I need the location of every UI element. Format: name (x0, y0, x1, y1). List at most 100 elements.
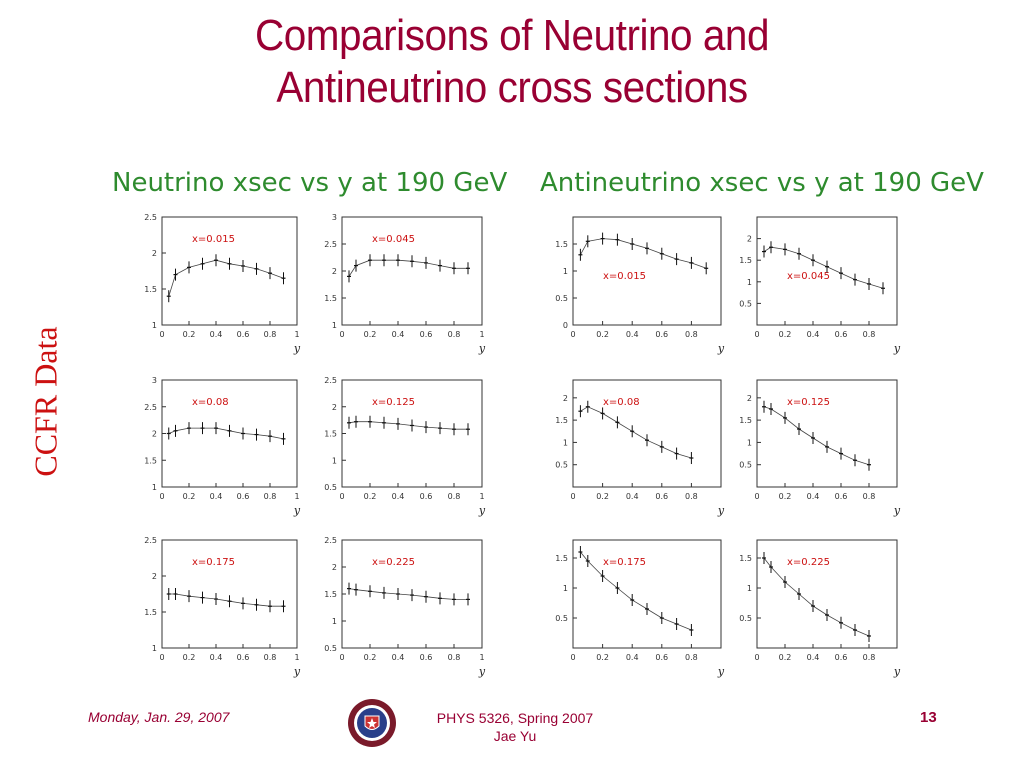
plot-6-ytick-label: 1.5 (324, 590, 337, 599)
plot-1-xtick-label: 0.8 (264, 330, 277, 339)
plot-8-ytick-label: 1 (747, 278, 752, 287)
plot-4-ytick-label: 1.5 (324, 430, 337, 439)
plot-9-ytick-label: 2 (563, 394, 568, 403)
plot-10-xtick-label: 0.8 (863, 492, 876, 501)
plot-9-xtick-label: 0.6 (655, 492, 668, 501)
plot-11-xtick-label: 0.4 (626, 653, 639, 662)
plot-6-ytick-label: 0.5 (324, 644, 337, 653)
plot-1-ytick-label: 2 (152, 249, 157, 258)
footer-date: Monday, Jan. 29, 2007 (88, 709, 230, 725)
plot-9-ytick-label: 0.5 (555, 461, 568, 470)
plot-1-ytick-label: 1 (152, 321, 157, 330)
plot-12-ytick-label: 1.5 (739, 554, 752, 563)
plot-9-xtick-label: 0.4 (626, 492, 639, 501)
plot-9-ytick-label: 1.5 (555, 416, 568, 425)
plot-8-ytick-label: 1.5 (739, 256, 752, 265)
plot-10-xtick-label: 0 (754, 492, 759, 501)
plot-8-xtick-label: 0.4 (807, 330, 820, 339)
plot-6-ytick-label: 2.5 (324, 536, 337, 545)
plot-9-fit-curve (580, 406, 692, 459)
plot-2-xtick-label: 0.2 (364, 330, 377, 339)
plot-10-frame (756, 379, 898, 488)
plot-8-bin-label: x=0.045 (787, 271, 830, 282)
plot-3-xtick-label: 0 (159, 492, 164, 501)
plot-11-frame (572, 539, 722, 649)
plot-6-ytick-label: 2 (332, 563, 337, 572)
plot-1-ytick-label: 1.5 (144, 285, 157, 294)
plot-5-xtick-label: 0.8 (264, 653, 277, 662)
plot-12-frame (756, 539, 898, 649)
university-seal-icon (348, 699, 396, 747)
plot-7-xtick-label: 0 (570, 330, 575, 339)
plot-7-xtick-label: 0.8 (685, 330, 698, 339)
plot-2-ytick-label: 2.5 (324, 240, 337, 249)
title-line-2: Antineutrino cross sections (276, 63, 748, 112)
plot-4-xtick-label: 1 (479, 492, 484, 501)
plot-9-xlabel: y (717, 504, 725, 517)
plot-5-ytick-label: 2 (152, 572, 157, 581)
plot-10-ytick-label: 1.5 (739, 416, 752, 425)
plot-5-fit-curve (168, 593, 284, 607)
footer-course-block: PHYS 5326, Spring 2007 Jae Yu (420, 709, 610, 745)
plot-2-bin-label: x=0.045 (372, 234, 415, 245)
plot-3-bin-label: x=0.08 (192, 397, 229, 408)
plot-8-xtick-label: 0.6 (835, 330, 848, 339)
plot-6-xtick-label: 0.2 (364, 653, 377, 662)
plot-7-ytick-label: 0 (563, 321, 568, 330)
plot-11-ytick-label: 1.5 (555, 554, 568, 563)
plot-8-xlabel: y (893, 342, 901, 355)
plot-12-xtick-label: 0.2 (779, 653, 792, 662)
plot-10-ytick-label: 0.5 (739, 461, 752, 470)
plot-8-ytick-label: 2 (747, 235, 752, 244)
plot-3-xtick-label: 1 (294, 492, 299, 501)
plot-3-xtick-label: 0.8 (264, 492, 277, 501)
plot-10-xlabel: y (893, 504, 901, 517)
plot-2-ytick-label: 2 (332, 267, 337, 276)
title-line-1: Comparisons of Neutrino and (254, 11, 770, 60)
plot-4-xtick-label: 0.4 (392, 492, 405, 501)
plot-4-xtick-label: 0 (339, 492, 344, 501)
plot-5-xtick-label: 0.2 (183, 653, 196, 662)
plot-3-ytick-label: 1 (152, 483, 157, 492)
plot-2-xtick-label: 0.4 (392, 330, 405, 339)
plot-2-xtick-label: 1 (479, 330, 484, 339)
plot-6-xlabel: y (478, 665, 486, 678)
plot-12-ytick-label: 0.5 (739, 614, 752, 623)
plot-4-xtick-label: 0.8 (448, 492, 461, 501)
plot-11-ytick-label: 0.5 (555, 614, 568, 623)
plot-8-ytick-label: 0.5 (739, 299, 752, 308)
plot-6-fit-curve (348, 588, 468, 600)
plot-2-xtick-label: 0 (339, 330, 344, 339)
plot-7-xlabel: y (717, 342, 725, 355)
plot-3-xtick-label: 0.4 (210, 492, 223, 501)
plot-2-ytick-label: 1 (332, 321, 337, 330)
plot-12-xtick-label: 0.8 (863, 653, 876, 662)
plot-3-xtick-label: 0.2 (183, 492, 196, 501)
plot-5-ytick-label: 2.5 (144, 536, 157, 545)
plot-2-ytick-label: 3 (332, 213, 337, 222)
plot-3-ytick-label: 2.5 (144, 403, 157, 412)
plot-11-xtick-label: 0.6 (655, 653, 668, 662)
plot-7-xtick-label: 0.2 (596, 330, 609, 339)
plot-1-xtick-label: 1 (294, 330, 299, 339)
plot-4-fit-curve (348, 421, 468, 430)
plot-5-xlabel: y (293, 665, 301, 678)
plot-4-xtick-label: 0.2 (364, 492, 377, 501)
plot-12-fit-curve (763, 557, 870, 637)
plot-11-bin-label: x=0.175 (603, 557, 646, 568)
plot-7-fit-curve (580, 238, 707, 269)
plot-9-ytick-label: 1 (563, 438, 568, 447)
plot-2-xtick-label: 0.6 (420, 330, 433, 339)
plot-1-fit-curve (168, 259, 284, 297)
plot-12-ytick-label: 1 (747, 584, 752, 593)
plot-8-xtick-label: 0 (754, 330, 759, 339)
plot-5-bin-label: x=0.175 (192, 557, 235, 568)
plot-5-xtick-label: 0 (159, 653, 164, 662)
plot-11-xtick-label: 0 (570, 653, 575, 662)
plot-6-bin-label: x=0.225 (372, 557, 415, 568)
slide-title: Comparisons of Neutrino and Antineutrino… (0, 10, 1024, 114)
plot-10-ytick-label: 1 (747, 438, 752, 447)
plot-1-ytick-label: 2.5 (144, 213, 157, 222)
plot-9-frame (572, 379, 722, 488)
